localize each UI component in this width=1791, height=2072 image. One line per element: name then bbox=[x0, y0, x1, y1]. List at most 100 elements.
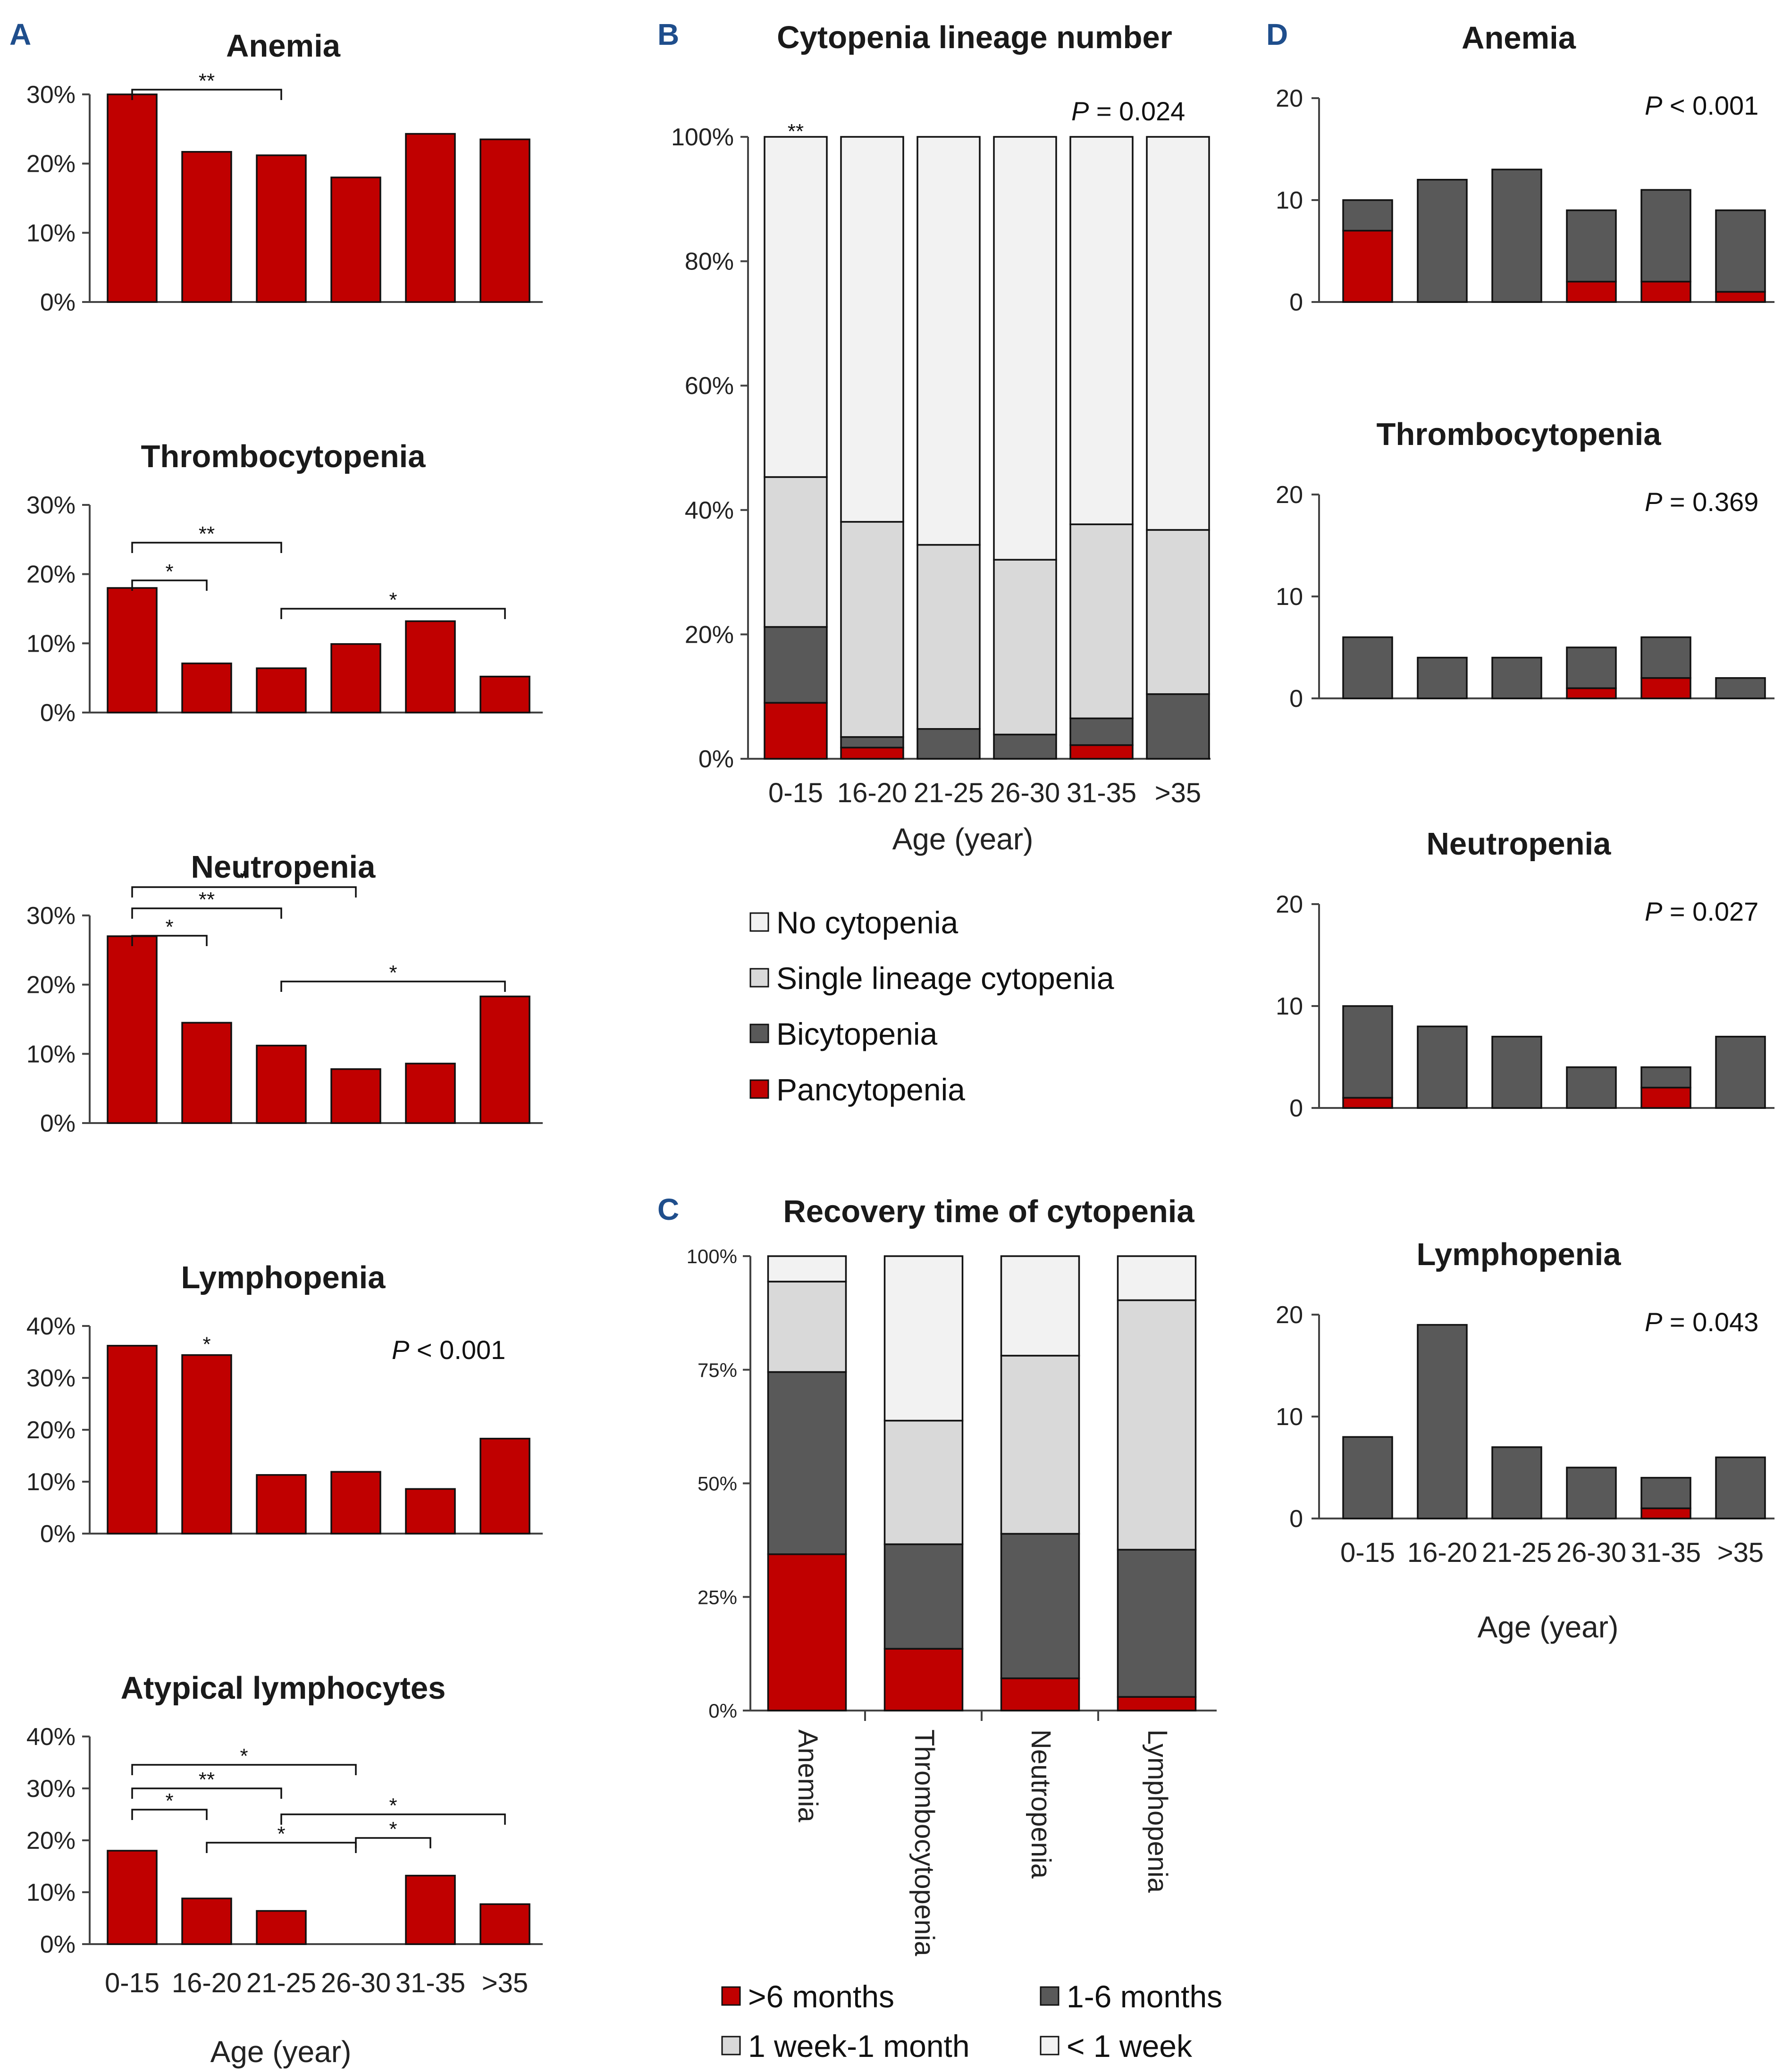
y-tick-label: 10 bbox=[1276, 993, 1303, 1020]
y-tick-label: 10% bbox=[26, 1879, 76, 1906]
x-tick-label: Anemia bbox=[792, 1729, 823, 1822]
bar-segment bbox=[1566, 1467, 1617, 1519]
bar bbox=[107, 93, 158, 303]
panel-a-chart-title: Atypical lymphocytes bbox=[121, 1670, 446, 1706]
bar bbox=[479, 1903, 530, 1945]
bar bbox=[256, 667, 307, 713]
bar-segment bbox=[1417, 1025, 1468, 1109]
panel-a: Anemia0%10%20%30%**Thrombocytopenia0%10%… bbox=[26, 28, 543, 1998]
bar-segment bbox=[1146, 693, 1210, 760]
y-tick-label: 0% bbox=[40, 1931, 76, 1958]
bar-segment bbox=[917, 728, 981, 760]
significance-marker: * bbox=[240, 867, 248, 890]
y-tick-label: 20 bbox=[1276, 1301, 1303, 1329]
bar-segment bbox=[1715, 209, 1766, 293]
bar-segment bbox=[1640, 189, 1691, 283]
x-tick-label: >35 bbox=[1155, 778, 1201, 808]
x-tick-label: 21-25 bbox=[1482, 1537, 1552, 1568]
bar-segment bbox=[1491, 656, 1542, 699]
significance-bracket bbox=[280, 981, 506, 992]
legend-label-no-cytopenia: No cytopenia bbox=[776, 905, 959, 940]
bar-segment bbox=[1342, 1005, 1393, 1099]
significance-marker: ** bbox=[199, 888, 215, 911]
significance-bracket bbox=[131, 907, 282, 919]
bar-segment bbox=[883, 1255, 964, 1422]
panel-label-a: A bbox=[9, 17, 31, 51]
y-tick-label: 20% bbox=[26, 972, 76, 999]
bar-segment bbox=[1566, 1066, 1617, 1109]
legend-label-over-6-months: >6 months bbox=[748, 1979, 894, 2014]
bar bbox=[479, 675, 530, 713]
legend-swatch-single-lineage bbox=[749, 968, 769, 988]
bar-segment bbox=[1491, 168, 1542, 303]
panel-c-title: Recovery time of cytopenia bbox=[783, 1194, 1194, 1229]
significance-marker: * bbox=[165, 915, 173, 939]
bar-segment bbox=[767, 1255, 847, 1283]
bar-segment bbox=[767, 1553, 847, 1711]
x-tick-label: 26-30 bbox=[990, 778, 1060, 808]
y-tick-label: 0% bbox=[40, 699, 76, 727]
y-tick-label: 60% bbox=[685, 372, 734, 400]
panel-c-chart: 0% 25% 50% 75% 100% Anemia Thrombocytopenia Neu… bbox=[687, 1245, 1217, 1956]
x-tick-label: Lymphopenia bbox=[1142, 1729, 1173, 1893]
panel-label-d: D bbox=[1266, 17, 1288, 51]
y-tick-label: 20% bbox=[26, 1827, 76, 1854]
bar-segment bbox=[1566, 646, 1617, 689]
significance-marker: * bbox=[389, 588, 397, 612]
bar-segment bbox=[883, 1648, 964, 1711]
x-tick-label: >35 bbox=[1717, 1537, 1764, 1568]
bar-segment bbox=[1640, 677, 1691, 699]
x-tick-label: Thrombocytopenia bbox=[909, 1729, 940, 1956]
panel-a-chart-title: Anemia bbox=[226, 28, 341, 64]
x-tick-label: Neutropenia bbox=[1026, 1729, 1056, 1879]
panel-a-x-axis-label: Age (year) bbox=[210, 2035, 352, 2069]
panel-d-chart-1: Anemia 0 10 20 P < 0.001 bbox=[1276, 20, 1774, 316]
y-tick-label: 40% bbox=[26, 1313, 76, 1340]
bar bbox=[330, 1471, 381, 1535]
bar bbox=[181, 1354, 232, 1535]
bar-segment bbox=[1417, 656, 1468, 699]
bar bbox=[256, 1044, 307, 1124]
bar-segment bbox=[1117, 1255, 1197, 1301]
bar-segment bbox=[1417, 179, 1468, 303]
bar-segment bbox=[767, 1281, 847, 1373]
y-tick-label: 20% bbox=[685, 621, 734, 648]
y-tick-label: 0 bbox=[1289, 289, 1303, 316]
x-tick-label: 0-15 bbox=[105, 1968, 160, 1998]
bar bbox=[107, 935, 158, 1124]
p-value: P < 0.001 bbox=[1645, 91, 1758, 120]
significance-marker: ** bbox=[199, 522, 215, 545]
panel-d-chart-title: Neutropenia bbox=[1427, 826, 1612, 862]
bar-segment bbox=[840, 136, 904, 523]
bar-segment bbox=[1146, 136, 1210, 531]
y-tick-label: 0% bbox=[708, 1700, 737, 1722]
bar bbox=[479, 138, 530, 303]
bar bbox=[405, 133, 456, 303]
bar-segment bbox=[883, 1419, 964, 1545]
bar-segment bbox=[1640, 1066, 1691, 1089]
x-tick-label: 31-35 bbox=[1067, 778, 1136, 808]
y-tick-label: 30% bbox=[26, 1365, 76, 1392]
significance-bracket bbox=[131, 542, 282, 553]
y-tick-label: 10 bbox=[1276, 583, 1303, 611]
bar-segment bbox=[1342, 230, 1393, 303]
bar bbox=[256, 1910, 307, 1945]
x-tick-label: 21-25 bbox=[246, 1968, 316, 1998]
significance-marker: * bbox=[277, 1822, 285, 1846]
significance-bracket bbox=[131, 1787, 282, 1799]
significance-bracket bbox=[131, 89, 282, 100]
y-tick-label: 10 bbox=[1276, 187, 1303, 214]
y-tick-label: 20% bbox=[26, 1417, 76, 1444]
y-tick-label: 0 bbox=[1289, 685, 1303, 713]
panel-d-chart-title: Lymphopenia bbox=[1416, 1237, 1621, 1272]
significance-bracket bbox=[131, 886, 357, 898]
panel-b-chart: 0% 20% 40% 60% 80% 100% 0-15 16-20 21-25 26-30 31-… bbox=[671, 124, 1211, 808]
y-tick-label: 40% bbox=[685, 497, 734, 524]
bar-segment bbox=[1117, 1549, 1197, 1698]
significance-marker: ** bbox=[199, 1768, 215, 1791]
bar-segment bbox=[883, 1543, 964, 1650]
bar-segment bbox=[764, 626, 828, 704]
y-tick-label: 0% bbox=[40, 289, 76, 316]
